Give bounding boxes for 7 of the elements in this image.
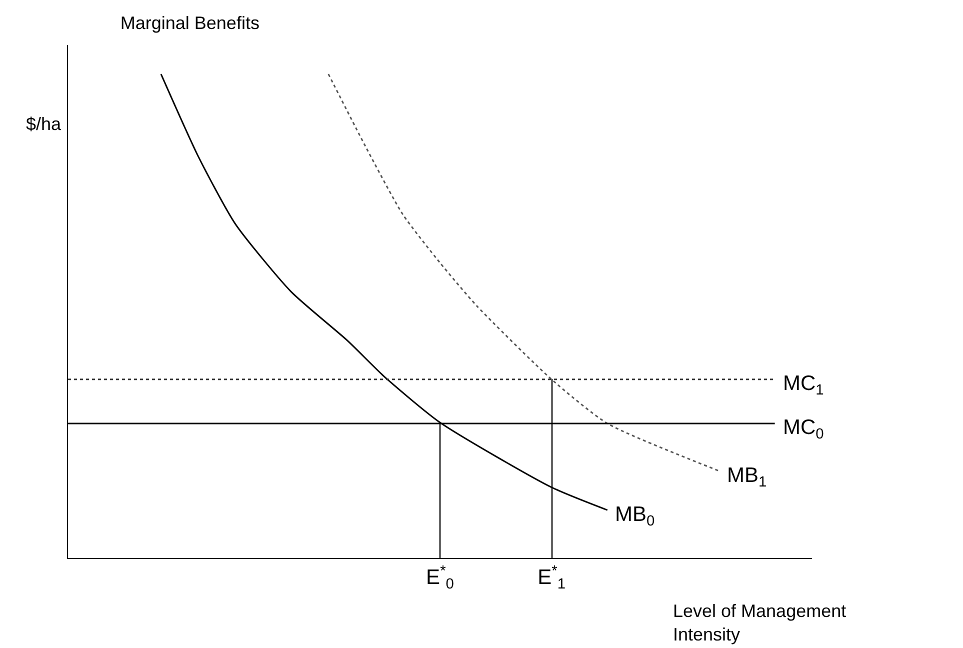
series-label: MB$_{1}$ <box>727 464 767 490</box>
series-label: MB$_{0}$ <box>615 503 655 530</box>
series-label: MC$_{0}$ <box>783 416 824 442</box>
y-axis-title: $/ha <box>26 114 62 134</box>
series-label: MC$_{1}$ <box>783 372 824 398</box>
x-axis-title: Level of Management Intensity <box>673 601 846 644</box>
chart-title: Marginal Benefits <box>120 12 260 33</box>
